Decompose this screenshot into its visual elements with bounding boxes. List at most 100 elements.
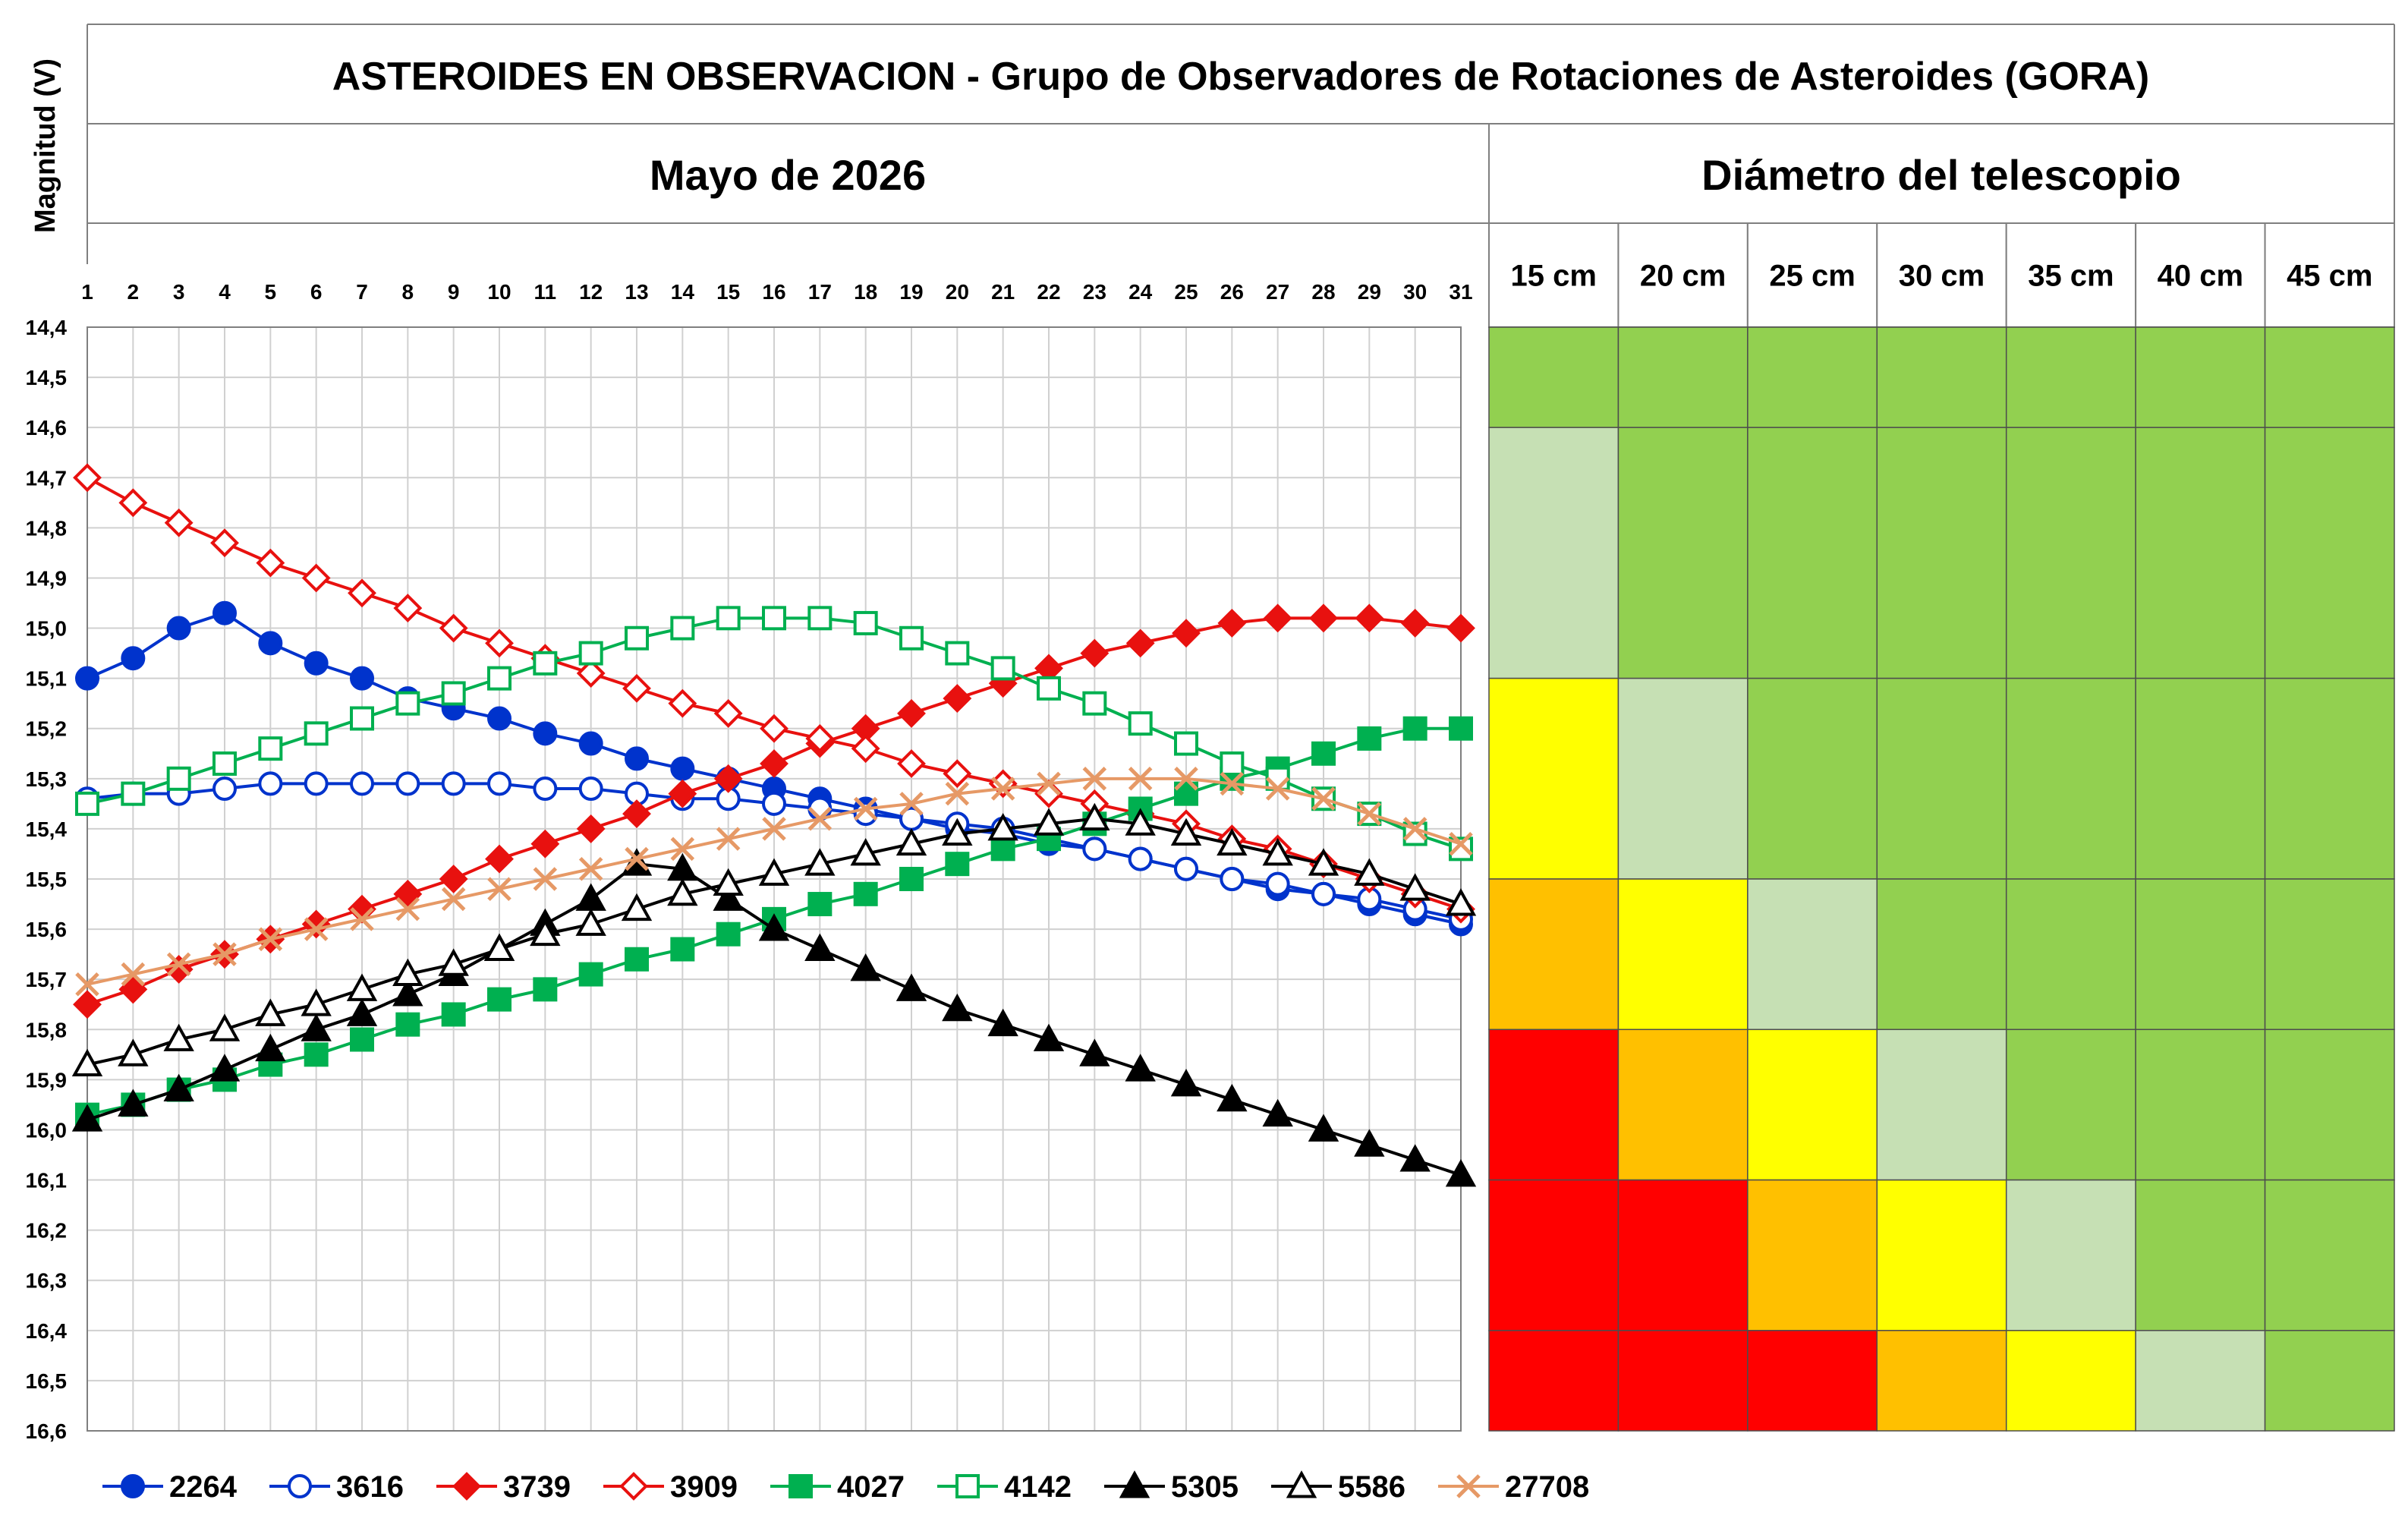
data-point-27708: [899, 792, 924, 816]
y-tick-label: 14,7: [26, 466, 68, 490]
data-point-5305: [896, 973, 927, 1001]
data-point-5305: [987, 1008, 1018, 1037]
data-point-27708: [1128, 767, 1153, 791]
data-point-3739: [439, 865, 468, 893]
y-tick-label: 15,1: [26, 667, 68, 691]
data-point-5586: [987, 812, 1018, 841]
data-point-5586: [301, 988, 332, 1016]
data-point-5586: [1308, 848, 1339, 876]
page-title: ASTEROIDES EN OBSERVACION - Grupo de Obs…: [332, 55, 2149, 99]
legend-label: 5586: [1338, 1470, 1405, 1504]
data-point-4027: [1311, 741, 1336, 766]
data-point-5586: [1399, 873, 1431, 901]
data-point-3616: [441, 771, 466, 796]
y-tick-label: 16,3: [26, 1269, 68, 1293]
data-point-27708: [258, 927, 283, 952]
data-point-5305: [1354, 1129, 1385, 1157]
y-tick-label: 14,4: [26, 316, 68, 339]
data-point-3909: [118, 488, 148, 518]
data-point-4142: [1037, 676, 1061, 701]
data-point-3909: [256, 548, 285, 578]
data-point-27708: [121, 962, 146, 987]
telescope-cell: [2264, 1179, 2395, 1331]
x-tick-label: 13: [625, 280, 648, 304]
data-point-5586: [163, 1023, 194, 1051]
data-point-4027: [1402, 716, 1427, 741]
x-tick-label: 29: [1358, 280, 1381, 304]
y-tick-label: 15,6: [26, 918, 68, 941]
data-point-3616: [1220, 867, 1245, 891]
data-point-5586: [1170, 818, 1202, 846]
x-tick-label: 24: [1128, 280, 1153, 304]
data-point-3616: [1082, 836, 1107, 862]
data-point-2264: [625, 746, 649, 771]
data-point-4142: [212, 751, 237, 776]
telescope-column-label: 40 cm: [2158, 260, 2243, 293]
data-point-5305: [1262, 1098, 1293, 1127]
x-tick-label: 25: [1174, 280, 1198, 304]
x-tick-label: 28: [1311, 280, 1335, 304]
telescope-cell: [2264, 1029, 2395, 1181]
data-point-5586: [1354, 858, 1385, 886]
telescope-cell: [1617, 1330, 1749, 1432]
data-point-3616: [1311, 881, 1336, 906]
y-tick-label: 15,4: [26, 818, 68, 841]
data-point-3909: [760, 714, 789, 743]
data-point-4142: [121, 781, 146, 806]
plot-border: [87, 326, 1462, 1432]
data-point-2264: [670, 756, 695, 781]
legend-label: 3909: [670, 1470, 738, 1504]
data-point-5305: [1217, 1083, 1248, 1112]
data-point-4142: [533, 651, 558, 676]
month-label: Mayo de 2026: [650, 151, 926, 199]
data-point-4027: [395, 1012, 420, 1037]
data-point-27708: [1082, 767, 1107, 791]
data-point-27708: [1311, 786, 1336, 811]
telescope-cell: [1876, 677, 2007, 880]
data-point-3909: [439, 613, 468, 643]
data-point-5305: [301, 1013, 332, 1041]
data-point-2264: [258, 631, 283, 656]
y-tick-label: 14,6: [26, 416, 68, 439]
data-point-4027: [1357, 726, 1382, 751]
telescope-cell: [1488, 1029, 1619, 1181]
x-tick-label: 1: [81, 280, 93, 304]
legend-label: 5305: [1171, 1470, 1239, 1504]
data-point-3909: [668, 688, 697, 718]
x-tick-label: 4: [219, 280, 231, 304]
data-point-5305: [713, 883, 744, 911]
data-point-27708: [853, 796, 878, 821]
x-tick-label: 6: [310, 280, 323, 304]
data-point-5586: [942, 818, 973, 846]
data-point-3739: [760, 749, 789, 778]
data-point-4142: [395, 691, 420, 716]
x-tick-label: 15: [716, 280, 740, 304]
x-tick-label: 12: [579, 280, 603, 304]
y-tick-label: 16,0: [26, 1118, 68, 1142]
data-point-5586: [575, 908, 606, 936]
data-point-3909: [576, 659, 606, 688]
data-point-27708: [807, 806, 833, 831]
legend-item-3909: 3909: [603, 1470, 738, 1504]
series-27708: [75, 767, 1473, 997]
legend-marker: [1456, 1474, 1481, 1498]
x-tick-label: 9: [448, 280, 460, 304]
data-point-4027: [578, 962, 603, 987]
telescope-cell: [1488, 1179, 1619, 1331]
y-tick-label: 16,6: [26, 1419, 68, 1443]
data-point-3739: [943, 684, 972, 714]
telescope-cell: [2264, 326, 2395, 428]
data-point-3739: [485, 844, 514, 874]
data-point-2264: [212, 600, 237, 625]
telescope-header-cell: [2135, 222, 2266, 328]
data-point-27708: [533, 867, 558, 891]
data-point-5586: [713, 868, 744, 896]
y-tick-label: 15,3: [26, 767, 68, 791]
telescope-cell: [1617, 326, 1749, 428]
legend-item-4142: 4142: [937, 1470, 1072, 1504]
data-point-4142: [807, 606, 833, 631]
x-tick-label: 26: [1220, 280, 1244, 304]
x-tick-labels: 1 2 3 4 5 6 7 8 9 10 11 12 13 14 15 16 17 18 19 20 21 22 23 24 2…: [81, 280, 1472, 304]
data-point-3616: [1265, 871, 1290, 896]
telescope-cell: [1747, 1179, 1878, 1331]
